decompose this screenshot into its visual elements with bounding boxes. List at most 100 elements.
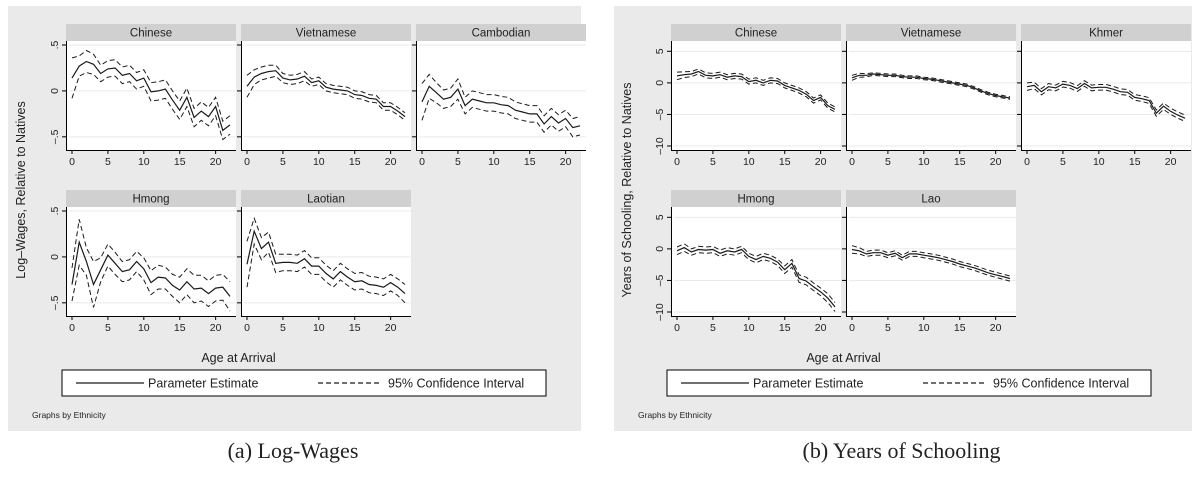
plot-area bbox=[846, 207, 1016, 316]
x-tick-label: 0 bbox=[849, 156, 855, 168]
legend-label-estimate: Parameter Estimate bbox=[148, 377, 259, 391]
graphs-note: Graphs by Ethnicity bbox=[32, 410, 106, 420]
caption-years-of-schooling: (b) Years of Schooling bbox=[802, 438, 1001, 463]
panel-strip bbox=[66, 190, 236, 207]
x-tick-label: 5 bbox=[105, 322, 111, 334]
legend-box bbox=[666, 369, 1152, 397]
x-tick-label: 0 bbox=[69, 156, 75, 168]
y-tick-label: –5 bbox=[654, 274, 666, 286]
x-tick-label: 5 bbox=[885, 156, 891, 168]
x-tick-label: 0 bbox=[674, 156, 680, 168]
x-tick-label: 15 bbox=[954, 156, 966, 168]
plot-area bbox=[671, 41, 841, 150]
x-tick-label: 0 bbox=[849, 322, 855, 334]
panel-khmer: Khmer 0 5 10 15 20 bbox=[1017, 24, 1191, 168]
series-ci-lower bbox=[851, 74, 1011, 100]
x-tick-label: 10 bbox=[918, 156, 930, 168]
x-axis-title: Age at Arrival bbox=[201, 351, 275, 365]
series-ci-upper bbox=[246, 64, 406, 114]
x-tick-label: 10 bbox=[313, 156, 325, 168]
series-ci-upper bbox=[71, 219, 231, 283]
x-tick-label: 20 bbox=[815, 322, 827, 334]
series-ci-lower bbox=[71, 71, 231, 141]
plot-area bbox=[846, 41, 1016, 150]
x-tick-label: 15 bbox=[779, 322, 791, 334]
series-ci-lower bbox=[676, 250, 836, 312]
x-tick-label: 15 bbox=[954, 322, 966, 334]
plot-area bbox=[241, 207, 411, 316]
series-ci-upper bbox=[851, 72, 1011, 98]
panel-chinese: Chinese .5 0 –.5 0 5 10 15 20 bbox=[49, 24, 236, 168]
series-estimate bbox=[246, 70, 406, 118]
panel-strip bbox=[241, 190, 411, 207]
x-tick-label: 20 bbox=[385, 322, 397, 334]
caption-log-wages: (a) Log-Wages bbox=[227, 438, 359, 463]
x-tick-label: 10 bbox=[918, 322, 930, 334]
legend-label-ci: 95% Confidence Interval bbox=[993, 377, 1129, 391]
panel-title: Vietnamese bbox=[296, 28, 357, 40]
series-estimate bbox=[421, 85, 581, 129]
series-estimate bbox=[676, 70, 836, 110]
plot-area bbox=[416, 41, 586, 150]
x-tick-label: 15 bbox=[349, 322, 361, 334]
plot-area bbox=[66, 207, 236, 316]
x-tick-label: 5 bbox=[455, 156, 461, 168]
x-tick-label: 15 bbox=[174, 156, 186, 168]
y-tick-label: –.5 bbox=[49, 295, 61, 310]
x-tick-label: 10 bbox=[743, 156, 755, 168]
x-tick-label: 10 bbox=[743, 322, 755, 334]
panel-title: Laotian bbox=[307, 194, 345, 206]
x-tick-label: 20 bbox=[560, 156, 572, 168]
x-tick-label: 20 bbox=[210, 322, 222, 334]
panel-title: Chinese bbox=[130, 28, 172, 40]
plot-area bbox=[66, 41, 236, 150]
series-ci-upper bbox=[246, 216, 406, 285]
panel-title: Chinese bbox=[735, 28, 777, 40]
x-tick-label: 0 bbox=[244, 322, 250, 334]
panel-vietnamese: Vietnamese 0 5 10 15 20 bbox=[842, 24, 1016, 168]
x-tick-label: 5 bbox=[280, 322, 286, 334]
x-tick-label: 15 bbox=[779, 156, 791, 168]
x-tick-label: 5 bbox=[280, 156, 286, 168]
series-estimate bbox=[1026, 82, 1186, 119]
x-tick-label: 20 bbox=[385, 156, 397, 168]
x-tick-label: 5 bbox=[710, 322, 716, 334]
chart-schooling: Chinese 5 0 –5 –10 0 5 10 15 20 Vietnamese 0 5 10 15 20… bbox=[614, 6, 1192, 431]
y-tick-label: 0 bbox=[654, 246, 666, 252]
series-estimate bbox=[71, 239, 231, 297]
y-tick-label: –10 bbox=[654, 137, 666, 155]
plot-area bbox=[671, 207, 841, 316]
x-tick-label: 15 bbox=[524, 156, 536, 168]
y-tick-label: 0 bbox=[49, 88, 61, 94]
legend: Parameter Estimate 95% Confidence Interva… bbox=[61, 369, 547, 397]
panel-strip bbox=[241, 24, 411, 41]
x-tick-label: 0 bbox=[674, 322, 680, 334]
x-tick-label: 5 bbox=[710, 156, 716, 168]
panel-chinese: Chinese 5 0 –5 –10 0 5 10 15 20 bbox=[654, 24, 841, 168]
panel-strip bbox=[66, 24, 236, 41]
series-ci-lower bbox=[421, 97, 581, 138]
x-tick-label: 5 bbox=[885, 322, 891, 334]
y-tick-label: 0 bbox=[654, 80, 666, 86]
series-estimate bbox=[246, 229, 406, 295]
y-tick-label: –10 bbox=[654, 303, 666, 321]
plot-area bbox=[1021, 41, 1191, 150]
x-tick-label: 0 bbox=[419, 156, 425, 168]
x-tick-label: 20 bbox=[815, 156, 827, 168]
y-axis-title: Years of Schooling, Relative to Natives bbox=[620, 83, 634, 298]
x-tick-label: 20 bbox=[1165, 156, 1177, 168]
y-tick-label: –.5 bbox=[49, 129, 61, 144]
x-tick-label: 5 bbox=[1060, 156, 1066, 168]
x-tick-label: 15 bbox=[1129, 156, 1141, 168]
series-ci-lower bbox=[246, 242, 406, 304]
y-axis-title: Log–Wages, Relative to Natives bbox=[14, 101, 28, 278]
panel-vietnamese: Vietnamese 0 5 10 15 20 bbox=[237, 24, 411, 168]
panel-title: Cambodian bbox=[472, 28, 531, 40]
panel-strip bbox=[846, 24, 1016, 41]
series-ci-lower bbox=[71, 263, 231, 312]
panel-cambodian: Cambodian 0 5 10 15 20 bbox=[412, 24, 586, 168]
panel-strip bbox=[416, 24, 586, 41]
x-tick-label: 10 bbox=[138, 156, 150, 168]
legend: Parameter Estimate 95% Confidence Interva… bbox=[666, 369, 1152, 397]
x-tick-label: 10 bbox=[138, 322, 150, 334]
